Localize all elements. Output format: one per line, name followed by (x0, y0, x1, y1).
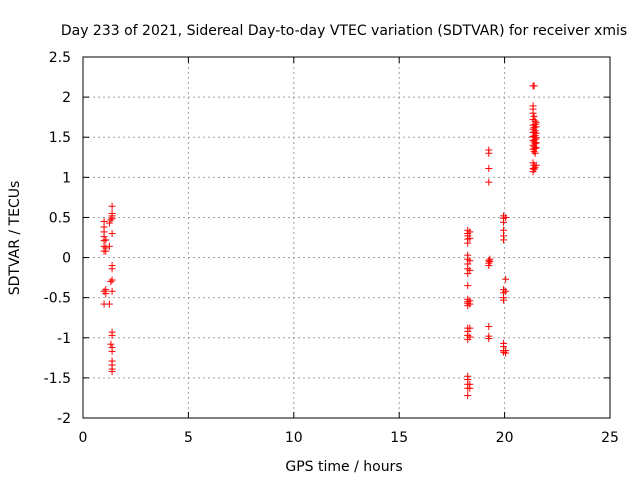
data-point (108, 202, 116, 210)
data-point (529, 109, 537, 117)
data-point (107, 340, 115, 348)
data-point (105, 300, 113, 308)
data-point (530, 82, 538, 90)
y-axis-label: SDTVAR / TECUs (7, 181, 23, 296)
data-point (466, 333, 474, 341)
data-point (466, 324, 474, 332)
data-point (531, 149, 539, 157)
x-tick-label: 10 (285, 430, 303, 446)
data-point (502, 275, 510, 283)
data-point (500, 218, 508, 226)
plot-border (82, 56, 611, 419)
y-tick-label: 2 (62, 90, 71, 106)
data-point (105, 219, 113, 227)
data-point (464, 239, 472, 247)
data-point (532, 144, 540, 152)
data-point (108, 367, 116, 375)
data-point (466, 300, 474, 308)
axis-ticks: 0 5 10 15 20 25 -2 -1.5 -1 -0.5 0 0.5 1 1.5 2 2.5 (44, 50, 619, 446)
chart-title: Day 233 of 2021, Sidereal Day-to-day VTE… (61, 23, 627, 39)
data-point (108, 287, 116, 295)
data-point (486, 258, 494, 266)
y-tick-label: -2 (57, 411, 71, 427)
y-tick-label: 2.5 (49, 50, 71, 66)
data-point (485, 178, 493, 186)
data-point (502, 287, 510, 295)
data-point (108, 276, 116, 284)
data-point (108, 214, 116, 222)
data-point (464, 282, 472, 290)
data-point (102, 236, 110, 244)
data-point (485, 165, 493, 173)
y-tick-label: -1 (57, 331, 71, 347)
data-point (466, 228, 474, 236)
x-tick-label: 0 (79, 430, 88, 446)
y-tick-label: 1 (62, 170, 71, 186)
data-point (532, 123, 540, 131)
data-point (108, 265, 116, 273)
data-point (108, 229, 116, 237)
y-tick-label: 1.5 (49, 130, 71, 146)
x-tick-label: 20 (496, 430, 514, 446)
x-tick-label: 5 (184, 430, 193, 446)
data-point (485, 335, 493, 343)
data-point (102, 247, 110, 255)
data-point (105, 242, 113, 250)
y-tick-label: 0 (62, 251, 71, 267)
data-point (502, 213, 510, 221)
data-point (500, 296, 508, 304)
data-point (530, 112, 538, 120)
data-point (532, 161, 540, 169)
y-tick-label: 0.5 (49, 210, 71, 226)
data-point (485, 323, 493, 331)
x-tick-label: 25 (601, 430, 619, 446)
data-point (466, 384, 474, 392)
data-point (107, 216, 115, 224)
data-point (500, 236, 508, 244)
x-axis-label: GPS time / hours (285, 459, 402, 475)
data-point (530, 148, 538, 156)
data-point (466, 234, 474, 242)
grid-lines (83, 57, 610, 418)
data-point (485, 149, 493, 157)
data-point (102, 290, 110, 298)
x-tick-label: 15 (390, 430, 408, 446)
data-point (530, 165, 538, 173)
data-point (107, 278, 115, 286)
data-points (100, 82, 540, 400)
data-point (108, 331, 116, 339)
data-point (485, 262, 493, 270)
y-tick-label: -0.5 (44, 291, 71, 307)
data-point (466, 257, 474, 265)
data-point (108, 347, 116, 355)
data-point (502, 349, 510, 357)
data-point (464, 392, 472, 400)
y-tick-label: -1.5 (44, 371, 71, 387)
data-point (466, 266, 474, 274)
